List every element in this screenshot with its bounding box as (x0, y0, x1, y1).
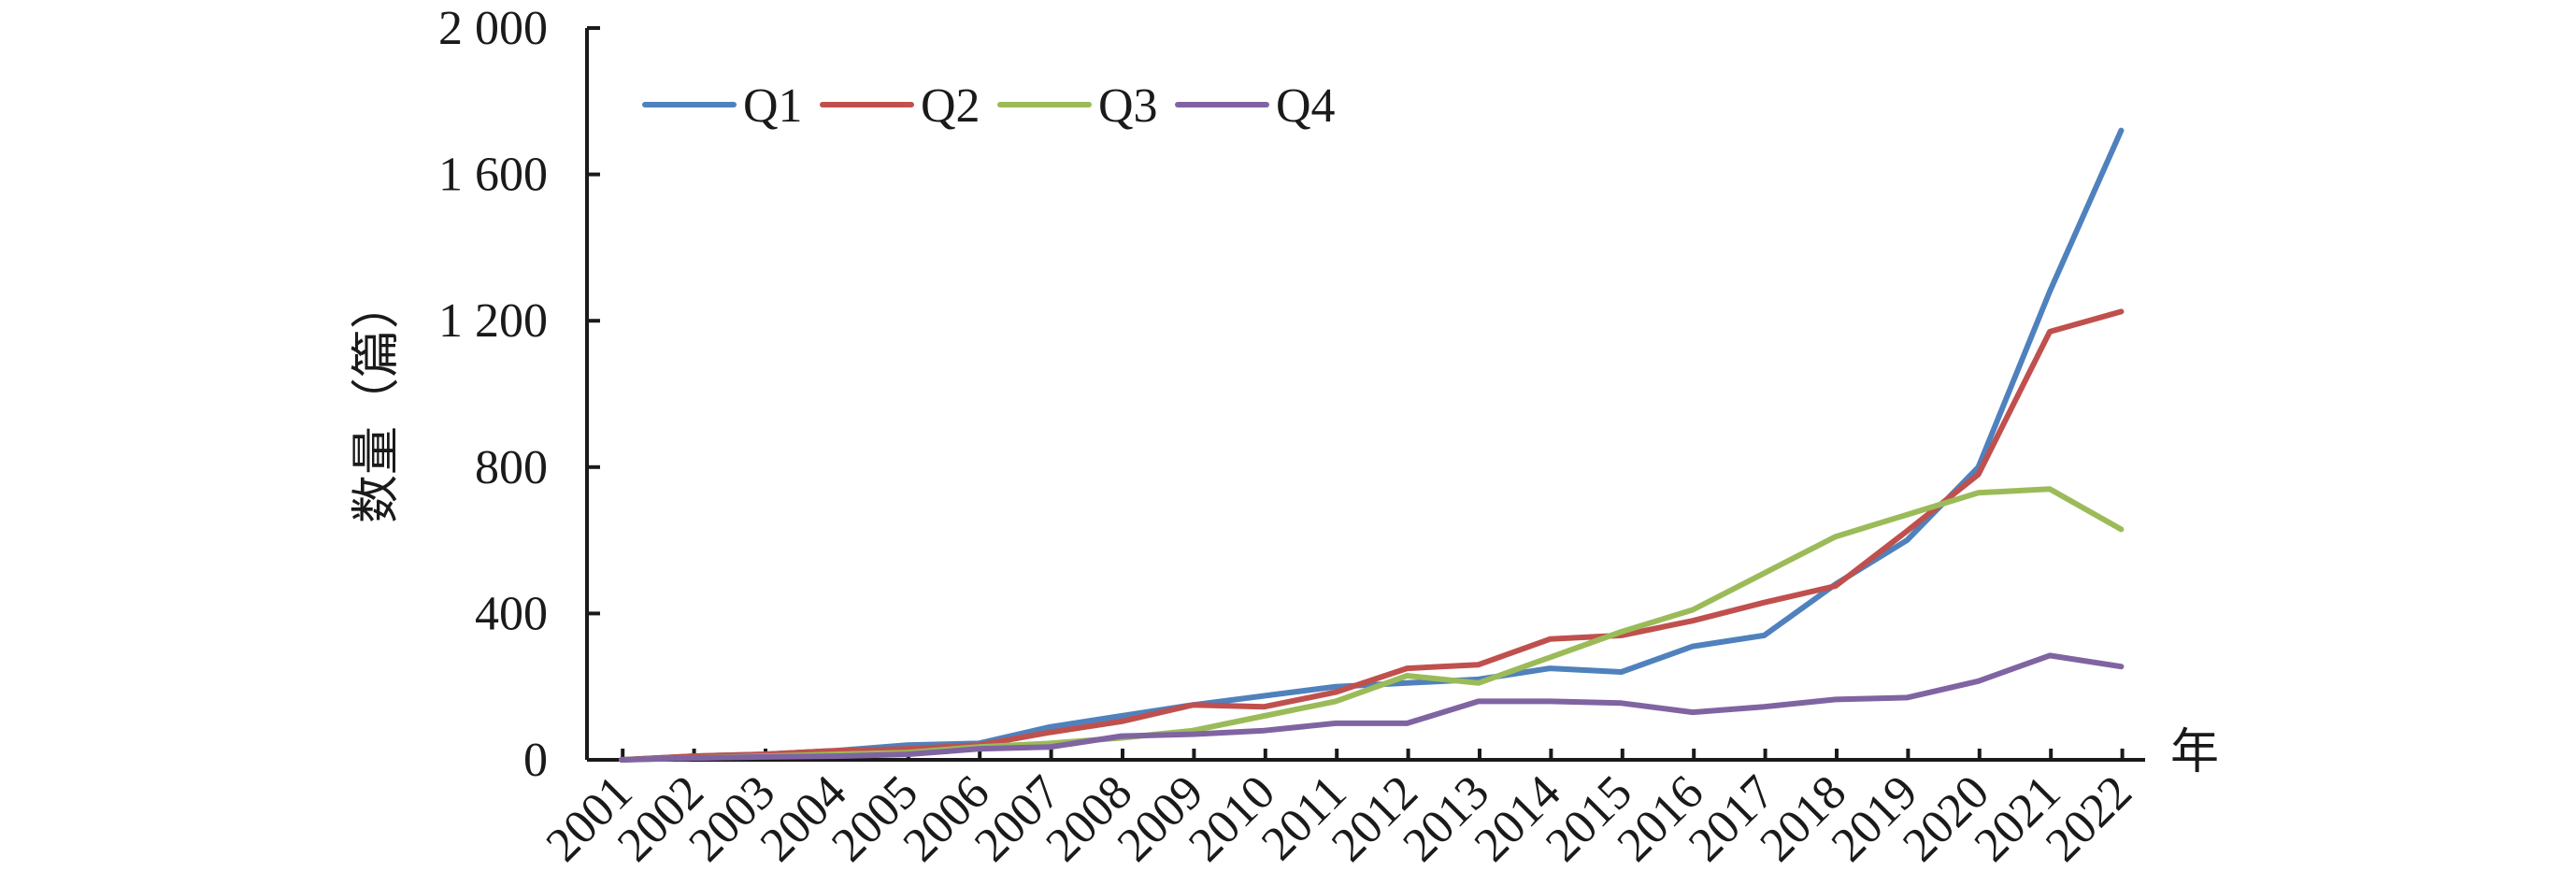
series-lines (619, 127, 2125, 763)
y-tick-label: 800 (475, 441, 548, 494)
series-line-q4 (619, 652, 2125, 763)
series-line-q2 (619, 308, 2125, 763)
legend: Q1 Q2 Q3 Q4 (642, 79, 1336, 133)
x-axis-ticks: 2001200220032004200520062007200820092010… (537, 749, 2142, 872)
legend-label-q3: Q3 (1098, 79, 1158, 133)
y-tick-label: 1 600 (438, 149, 548, 202)
y-tick-label: 400 (475, 587, 548, 640)
legend-label-q1: Q1 (743, 79, 803, 133)
y-tick-label: 2 000 (438, 2, 548, 55)
axes (585, 28, 2145, 762)
y-tick-label: 0 (523, 734, 548, 787)
x-axis-title: 年 (2170, 724, 2219, 780)
y-tick-label: 1 200 (438, 294, 548, 348)
legend-label-q4: Q4 (1276, 79, 1336, 133)
y-axis-title: 数量（篇） (349, 280, 405, 523)
y-axis-ticks: 0 400 800 1 200 1 600 2 000 (438, 2, 600, 787)
series-line-q1 (619, 127, 2125, 763)
x-tick-label: 2022 (2036, 765, 2142, 872)
legend-label-q2: Q2 (921, 79, 980, 133)
series-line-q3 (619, 486, 2125, 763)
